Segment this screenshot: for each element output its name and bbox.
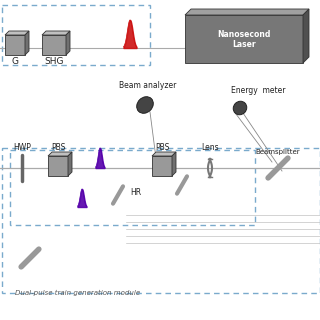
Polygon shape [185,15,303,63]
Ellipse shape [233,101,247,115]
Polygon shape [48,156,68,176]
Text: Laser: Laser [232,39,256,49]
Text: HR: HR [130,188,141,197]
Polygon shape [5,35,25,55]
Text: PBS: PBS [51,143,65,152]
Text: G: G [12,57,19,66]
Polygon shape [42,31,70,35]
Text: Beam analyzer: Beam analyzer [119,81,177,90]
Text: SHG: SHG [44,57,64,66]
Polygon shape [42,35,66,55]
Polygon shape [172,152,176,176]
Polygon shape [25,31,29,55]
Polygon shape [303,9,309,63]
Text: Dual-pulse train generation module: Dual-pulse train generation module [15,290,140,296]
Polygon shape [185,9,309,15]
Text: Nanosecond: Nanosecond [217,29,271,38]
Text: Beamsplitter: Beamsplitter [255,149,300,155]
Text: Energy  meter: Energy meter [231,86,285,95]
Polygon shape [48,152,72,156]
Polygon shape [66,31,70,55]
Text: Lens: Lens [201,143,219,152]
Polygon shape [152,156,172,176]
Polygon shape [68,152,72,176]
Text: HWP: HWP [13,143,31,152]
Ellipse shape [137,97,153,113]
Polygon shape [152,152,176,156]
Text: PBS: PBS [155,143,169,152]
Polygon shape [5,31,29,35]
